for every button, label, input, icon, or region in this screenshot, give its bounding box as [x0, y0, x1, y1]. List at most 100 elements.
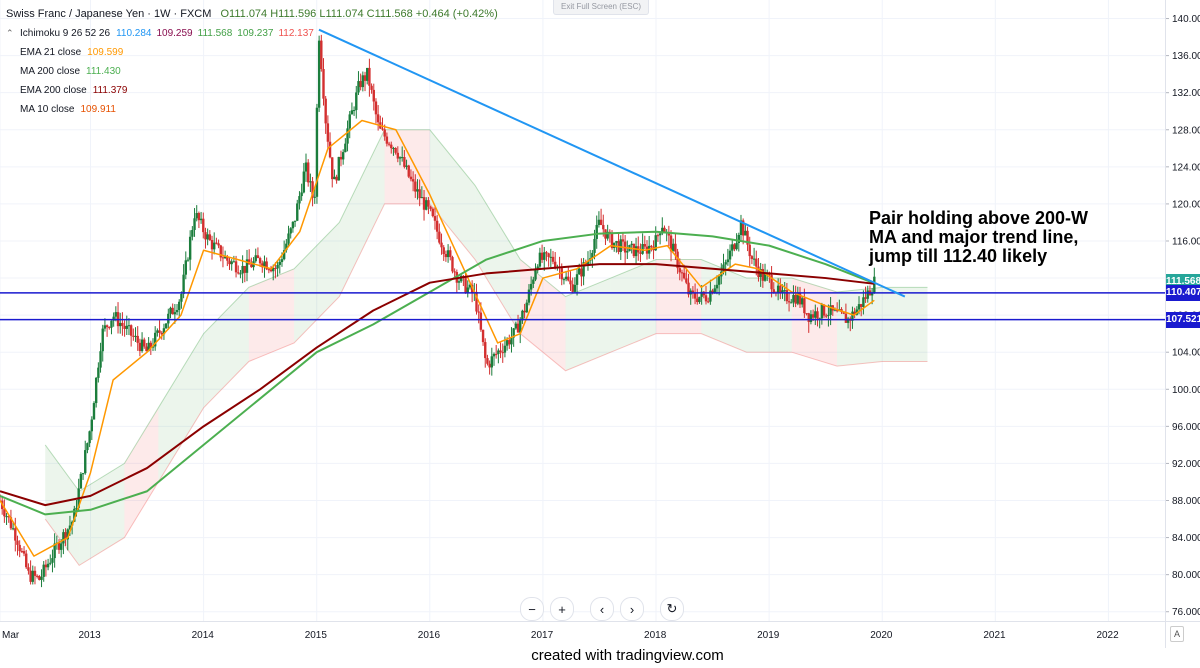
candle-body [112, 316, 115, 321]
candle-body [191, 229, 194, 237]
candle-body [390, 144, 393, 149]
candle-body [326, 123, 330, 142]
candle-body [134, 335, 137, 337]
price-axis[interactable]: 76.000 80.000 84.000 88.000 92.000 96.000 100.… [1165, 0, 1200, 621]
price-chart[interactable] [0, 0, 1165, 621]
candle-body [127, 325, 131, 327]
candle-body [591, 252, 594, 259]
candle-body [505, 340, 509, 346]
candle-body [68, 525, 72, 530]
candle-body [173, 312, 177, 315]
candle-body [460, 275, 463, 282]
legend-row[interactable]: ⌃ Ichimoku 9 26 52 26 110.284 109.259 111.56… [6, 24, 319, 43]
candle-body [519, 320, 522, 333]
candle-body [873, 276, 876, 293]
reset-chart-button[interactable]: ↻ [660, 597, 684, 621]
candle-body [164, 323, 168, 329]
candle-body [300, 192, 303, 197]
candle-body [44, 564, 48, 568]
zoom-in-button[interactable]: + [550, 597, 574, 621]
cloud-segment [79, 463, 125, 566]
candle-body [422, 197, 426, 210]
time-tick-label: 2022 [1096, 630, 1119, 641]
candle-body [359, 81, 362, 88]
chart-area[interactable] [0, 0, 1165, 621]
candle-body [669, 235, 673, 252]
candle-body [661, 227, 664, 234]
legend-row[interactable]: EMA 200 close 111.379 [6, 81, 319, 100]
candle-body [639, 252, 642, 254]
candle-body [525, 302, 528, 313]
candle-body [709, 290, 712, 302]
candle-body [822, 304, 826, 316]
candle-body [171, 307, 174, 315]
scroll-forward-button[interactable]: › [620, 597, 644, 621]
candle-body [737, 234, 740, 243]
candle-body [573, 284, 577, 292]
candle-body [105, 325, 109, 328]
legend-row[interactable]: EMA 21 close 109.599 [6, 43, 319, 62]
candle-body [385, 136, 389, 144]
legend-indicator-name: EMA 21 close [20, 47, 82, 58]
candle-body [553, 261, 557, 268]
candle-body [215, 242, 218, 244]
cloud-segment [701, 259, 747, 353]
candle-body [184, 260, 187, 275]
candle-body [809, 314, 813, 322]
candle-body [103, 325, 107, 329]
series-ema-200-close [0, 263, 875, 507]
auto-scale-button[interactable]: A [1170, 626, 1184, 642]
cloud-segment [656, 259, 702, 334]
candle-body [197, 212, 201, 221]
candle-body [479, 312, 483, 330]
candle-body [420, 197, 424, 199]
price-tick-label: 84.000 [1172, 533, 1200, 544]
candle-body [9, 517, 13, 529]
collapse-legend-icon[interactable]: ⌃ [6, 28, 14, 38]
candle-body [108, 327, 111, 329]
candle-body [744, 230, 747, 236]
candle-body [862, 297, 865, 307]
candle-body [352, 110, 356, 112]
candle-body [499, 350, 502, 353]
scroll-back-button[interactable]: ‹ [590, 597, 614, 621]
candle-body [60, 543, 63, 550]
candle-body [311, 181, 314, 198]
candle-body [3, 509, 6, 517]
candle-body [433, 216, 437, 221]
candle-body [435, 220, 439, 232]
legend-row[interactable]: MA 200 close 111.430 [6, 62, 319, 81]
legend-row[interactable]: MA 10 close 109.911 [6, 100, 319, 119]
candle-body [449, 250, 452, 258]
candle-body [682, 272, 686, 279]
candle-body [27, 567, 30, 571]
candle-body [245, 259, 249, 273]
candle-body [350, 110, 354, 115]
candle-body [674, 243, 677, 252]
candle-body [202, 218, 205, 233]
candle-body [313, 196, 316, 198]
cloud-segment [294, 222, 340, 343]
price-tick-label: 116.000 [1172, 236, 1200, 247]
candle-body [317, 40, 321, 108]
candle-body [403, 157, 406, 167]
exit-fullscreen-button[interactable]: Exit Full Screen (ESC) [553, 0, 649, 15]
candle-body [136, 335, 139, 343]
zoom-out-button[interactable]: − [520, 597, 544, 621]
cloud-segment [124, 407, 159, 538]
candle-body [805, 313, 808, 315]
candle-body [731, 244, 734, 251]
candle-body [213, 242, 216, 250]
candle-body [20, 551, 24, 553]
candle-body [40, 576, 43, 580]
symbol-title: Swiss Franc / Japanese Yen · 1W · FXCM [6, 8, 212, 20]
candle-body [143, 339, 146, 347]
time-axis[interactable]: Mar 2013 2014 2015 2016 2017 2018 2019 2020 2021 2… [0, 621, 1165, 648]
candle-body [73, 508, 76, 522]
candle-body [680, 272, 684, 274]
candle-body [84, 450, 87, 474]
candle-body [468, 284, 472, 288]
candle-body [626, 251, 629, 253]
candle-body [256, 255, 260, 259]
candle-body [571, 284, 574, 292]
